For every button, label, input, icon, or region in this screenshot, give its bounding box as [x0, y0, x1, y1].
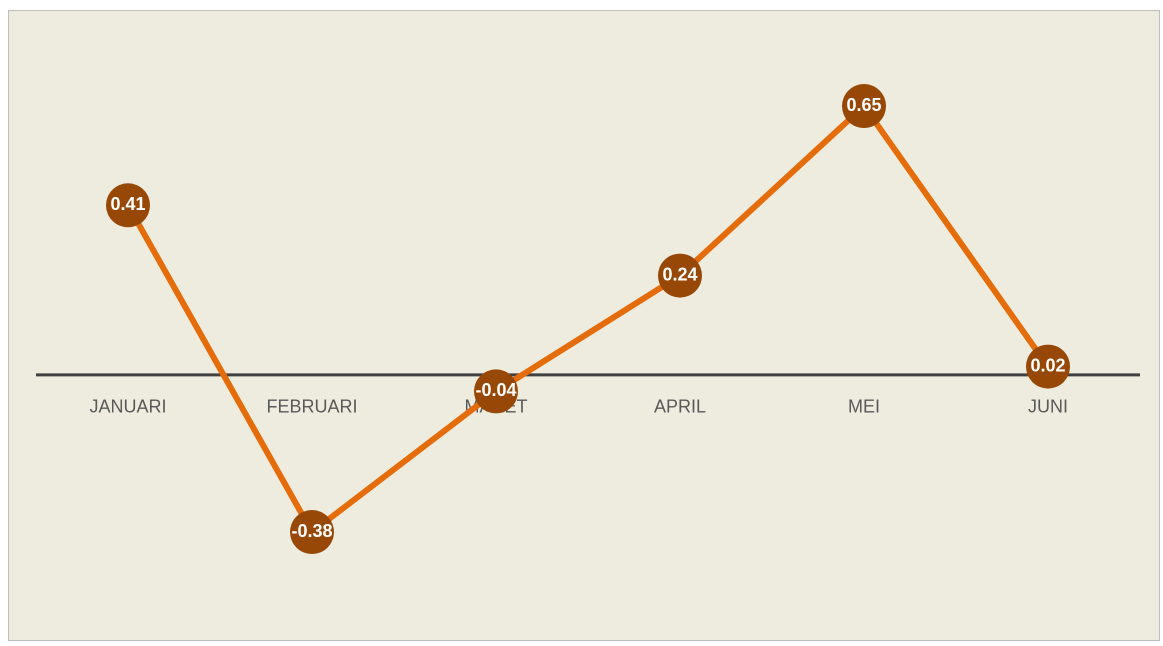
marker [290, 510, 334, 555]
x-tick-label: MEI [848, 397, 880, 417]
data-line [125, 103, 1051, 536]
x-tick-label: FEBRUARI [266, 397, 357, 417]
data-label: 0.24 [662, 264, 697, 284]
data-label: 0.65 [846, 95, 881, 115]
marker [842, 84, 886, 129]
data-label: -0.38 [291, 521, 332, 541]
x-tick-label: APRIL [654, 397, 706, 417]
data-label: -0.04 [475, 380, 516, 400]
marker [106, 183, 150, 228]
x-tick-label: JANUARI [89, 397, 166, 417]
chart-area [8, 10, 1160, 641]
marker [658, 253, 702, 298]
marker [474, 369, 518, 414]
data-label: 0.41 [110, 194, 145, 214]
marker [1026, 344, 1070, 389]
data-label: 0.02 [1030, 355, 1065, 375]
x-tick-label: JUNI [1028, 397, 1068, 417]
